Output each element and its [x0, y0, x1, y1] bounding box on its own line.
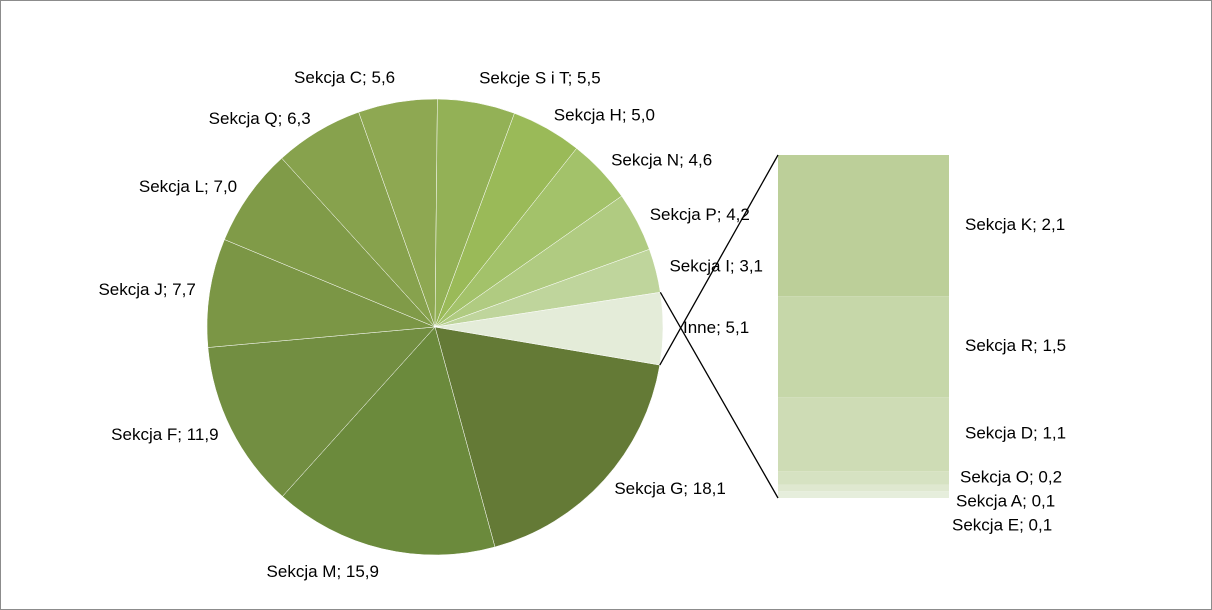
- bar-segment: [778, 397, 949, 472]
- slice-label: Sekcja N; 4,6: [611, 150, 712, 169]
- bar-segment: [778, 491, 949, 498]
- slice-label: Sekcja P; 4,2: [650, 205, 750, 224]
- bar-label: Sekcja O; 0,2: [960, 467, 1062, 486]
- bar-label: Sekcja E; 0,1: [952, 515, 1052, 534]
- pie-slice: [206, 239, 436, 348]
- pie-slice: [434, 326, 661, 548]
- slice-label: Sekcja C; 5,6: [294, 68, 395, 87]
- bar-segment: [778, 484, 949, 492]
- pie-slice: [207, 326, 436, 497]
- slice-label: Sekcja M; 15,9: [267, 562, 379, 581]
- bar-label: Sekcja K; 2,1: [965, 215, 1065, 234]
- connector-line: [659, 291, 779, 499]
- bar-segment: [778, 296, 949, 398]
- slice-label: Sekcja J; 7,7: [98, 280, 195, 299]
- connector-line: [659, 154, 779, 366]
- slice-label: Sekcja H; 5,0: [554, 106, 655, 125]
- slice-label: Sekcja Q; 6,3: [209, 109, 311, 128]
- slice-label: Sekcja F; 11,9: [111, 425, 218, 444]
- slice-label: Inne; 5,1: [683, 318, 749, 337]
- slice-label: Sekcje S i T; 5,5: [479, 69, 601, 88]
- slice-label: Sekcja L; 7,0: [139, 177, 237, 196]
- bar-label: Sekcja R; 1,5: [965, 336, 1066, 355]
- slice-label: Sekcja G; 18,1: [614, 479, 726, 498]
- bar-label: Sekcja D; 1,1: [965, 424, 1066, 443]
- bar-label: Sekcja A; 0,1: [956, 491, 1055, 510]
- bar-segment: [778, 471, 949, 485]
- pie-slice: [282, 326, 496, 556]
- bar-segment: [778, 155, 949, 297]
